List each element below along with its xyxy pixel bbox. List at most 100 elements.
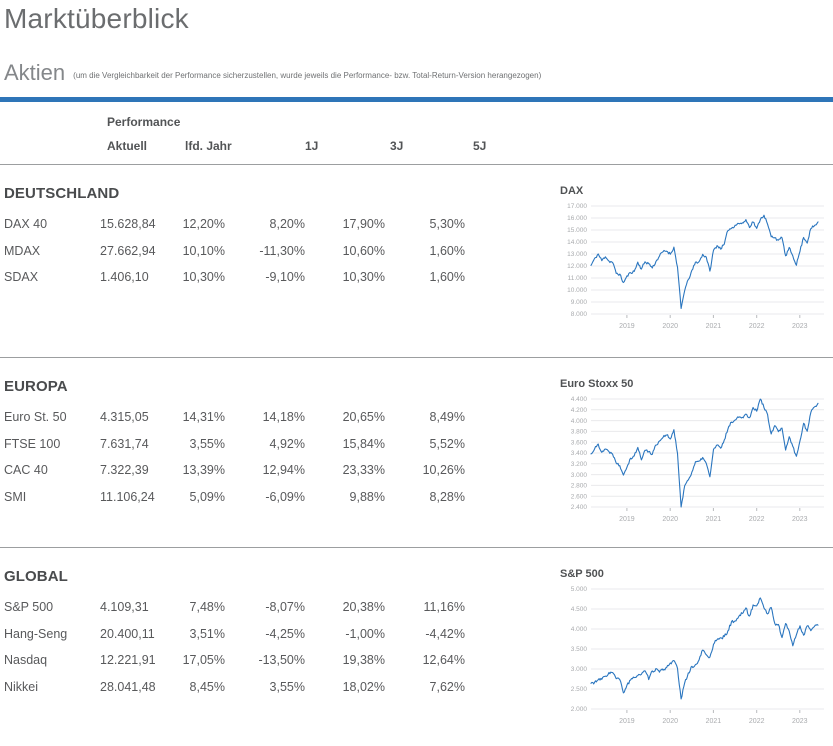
index-name: CAC 40 <box>4 463 48 477</box>
index-name: MDAX <box>4 243 41 258</box>
index-name: Euro St. 50 <box>4 410 67 424</box>
index-value: 14,18% <box>262 410 305 424</box>
svg-text:2023: 2023 <box>792 323 808 330</box>
svg-text:2019: 2019 <box>619 323 635 330</box>
index-value: 12,64% <box>422 653 465 667</box>
svg-text:15.000: 15.000 <box>567 227 587 234</box>
accent-divider-bar <box>0 97 833 102</box>
index-name: Hang-Seng <box>4 626 68 641</box>
index-value: -8,07% <box>265 600 305 614</box>
svg-text:2019: 2019 <box>619 718 635 725</box>
table-row: MDAX 27.662,94 10,10% -11,30% 10,60% 1,60% <box>4 238 535 265</box>
index-value: 28.041,48 <box>100 679 156 694</box>
index-value: 8,28% <box>429 489 465 504</box>
index-value: -6,09% <box>265 489 305 504</box>
index-name: S&P 500 <box>4 600 54 614</box>
svg-text:2021: 2021 <box>706 323 722 330</box>
index-value: 1,60% <box>429 243 465 258</box>
svg-text:3.000: 3.000 <box>571 666 588 673</box>
euro-stoxx-50-line-chart: 4.400 4.200 4.000 3.800 3.600 3.400 3.200 3.000… <box>556 394 833 533</box>
index-value: 20,65% <box>342 410 385 424</box>
index-value: 18,02% <box>342 679 385 694</box>
svg-text:2022: 2022 <box>749 718 765 725</box>
svg-text:13.000: 13.000 <box>567 251 587 258</box>
table-row: S&P 500 4.109,31 7,48% -8,07% 20,38% 11,16% <box>4 594 535 621</box>
index-value: 9,88% <box>349 489 385 504</box>
index-value: 12,94% <box>262 463 305 477</box>
column-header-1j: 1J <box>305 139 319 153</box>
index-value: 10,30% <box>342 270 385 284</box>
index-value: 1,60% <box>429 270 465 284</box>
section-divider <box>0 164 833 165</box>
index-value: 5,09% <box>189 489 225 504</box>
subsection-title: Aktien <box>4 60 66 85</box>
svg-text:4.500: 4.500 <box>571 606 588 613</box>
column-header-lfd-jahr: lfd. Jahr <box>185 139 232 153</box>
svg-text:2.500: 2.500 <box>571 686 588 693</box>
table-row: SMI 11.106,24 5,09% -6,09% 9,88% 8,28% <box>4 484 535 511</box>
index-value: 17,05% <box>182 653 225 667</box>
svg-text:8.000: 8.000 <box>571 311 588 318</box>
index-value: 11.106,24 <box>100 489 155 504</box>
index-value: 8,45% <box>189 679 225 694</box>
index-value: 12,20% <box>182 217 225 231</box>
index-table-deutschland: DAX 40 15.628,84 12,20% 8,20% 17,90% 5,30% MDA… <box>4 211 535 291</box>
index-value: 5,52% <box>429 436 465 451</box>
section-title-global: GLOBAL <box>4 568 68 585</box>
index-value: 1.406,10 <box>100 270 149 284</box>
table-row: Nasdaq 12.221,91 17,05% -13,50% 19,38% 12,64% <box>4 647 535 674</box>
svg-text:17.000: 17.000 <box>567 203 587 210</box>
index-value: 19,38% <box>342 653 385 667</box>
svg-text:2019: 2019 <box>619 516 635 523</box>
svg-text:2021: 2021 <box>706 718 722 725</box>
column-header-5j: 5J <box>473 139 487 153</box>
index-value: 8,20% <box>269 217 305 231</box>
index-value: 5,30% <box>429 217 465 231</box>
index-value: 15,84% <box>342 436 385 451</box>
index-value: 10,10% <box>182 243 225 258</box>
index-value: -11,30% <box>259 243 305 258</box>
svg-text:3.600: 3.600 <box>571 439 588 446</box>
svg-text:2020: 2020 <box>662 718 678 725</box>
index-name: SDAX <box>4 270 39 284</box>
sp500-line-chart: 5.000 4.500 4.000 3.500 3.000 2.500 2.000 2019 2… <box>556 584 833 735</box>
page-title: Marktüberblick <box>4 3 189 34</box>
index-value: 23,33% <box>342 463 385 477</box>
index-value: 14,31% <box>182 410 225 424</box>
index-value: 3,51% <box>189 626 225 641</box>
index-value: 20.400,11 <box>100 626 155 641</box>
svg-text:2.000: 2.000 <box>571 706 588 713</box>
svg-text:11.000: 11.000 <box>568 275 588 282</box>
svg-text:2020: 2020 <box>662 323 678 330</box>
table-row: CAC 40 7.322,39 13,39% 12,94% 23,33% 10,26% <box>4 457 535 484</box>
index-value: 12.221,91 <box>100 653 156 667</box>
svg-text:2022: 2022 <box>749 323 765 330</box>
section-deutschland: DEUTSCHLAND DAX 40 15.628,84 12,20% 8,20% 17… <box>0 165 833 357</box>
index-table-europa: Euro St. 50 4.315,05 14,31% 14,18% 20,65% 8,4… <box>4 404 535 510</box>
index-value: -9,10% <box>265 270 305 284</box>
index-value: 20,38% <box>342 600 385 614</box>
svg-text:2020: 2020 <box>662 516 678 523</box>
index-value: -4,25% <box>265 626 305 641</box>
chart-title-dax: DAX <box>560 185 584 197</box>
svg-text:4.200: 4.200 <box>571 407 588 414</box>
index-name: DAX 40 <box>4 217 48 231</box>
index-name: Nasdaq <box>4 653 48 667</box>
table-column-headers: Performance Aktuell lfd. Jahr 1J 3J 5J <box>0 102 833 164</box>
chart-title-euro-stoxx-50: Euro Stoxx 50 <box>560 378 634 390</box>
table-row: FTSE 100 7.631,74 3,55% 4,92% 15,84% 5,52% <box>4 431 535 458</box>
index-value: 10,60% <box>342 243 385 258</box>
chart-title-sp500: S&P 500 <box>560 568 604 580</box>
svg-text:3.500: 3.500 <box>571 646 588 653</box>
svg-text:2023: 2023 <box>792 516 808 523</box>
aktien-subheader: Aktien (um die Vergleichbarkeit der Perfo… <box>4 60 833 86</box>
svg-text:4.400: 4.400 <box>571 396 588 403</box>
table-row: Euro St. 50 4.315,05 14,31% 14,18% 20,65% 8,4… <box>4 404 535 431</box>
index-value: 4,92% <box>269 436 305 451</box>
section-europa: EUROPA Euro St. 50 4.315,05 14,31% 14,18% 20… <box>0 357 833 547</box>
svg-text:9.000: 9.000 <box>571 299 588 306</box>
index-value: 7,48% <box>189 600 225 614</box>
index-value: 10,26% <box>422 463 465 477</box>
table-row: Hang-Seng 20.400,11 3,51% -4,25% -1,00% -4,42… <box>4 621 535 648</box>
index-value: 4.315,05 <box>100 410 149 424</box>
